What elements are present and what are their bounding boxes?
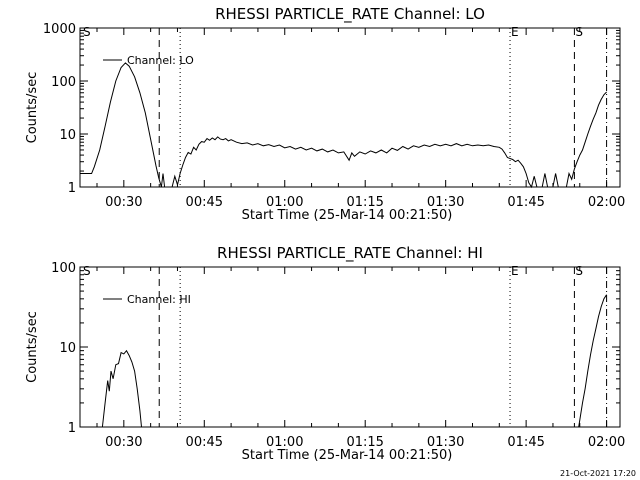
event-marker-label: E [511, 25, 519, 39]
y-tick-label: 10 [59, 341, 76, 356]
event-marker-label: S [83, 264, 91, 278]
series-line [101, 349, 142, 428]
x-axis-label: Start Time (25-Mar-14 00:21:50) [242, 208, 453, 223]
x-tick-label: 01:45 [507, 435, 544, 450]
x-tick-label: 02:00 [588, 435, 625, 450]
panel-hi: RHESSI PARTICLE_RATE Channel: HI 00:30 00:… [25, 244, 625, 463]
plot-frame [79, 27, 621, 188]
x-tick-label: 00:45 [186, 195, 223, 210]
x-tick-label: 01:00 [266, 435, 303, 450]
chart-title: RHESSI PARTICLE_RATE Channel: LO [215, 5, 485, 24]
footer-timestamp: 21-Oct-2021 17:20 [560, 469, 636, 478]
x-tick-label: 01:00 [266, 195, 303, 210]
x-tick-label: 01:15 [346, 435, 383, 450]
panel-lo: RHESSI PARTICLE_RATE Channel: LO 00:30 00:… [25, 5, 625, 223]
x-tick-label: 02:00 [588, 195, 625, 210]
y-tick-label: 1 [68, 421, 76, 436]
plot-frame [79, 266, 621, 428]
series-line [578, 294, 608, 428]
x-tick-label: 01:45 [507, 195, 544, 210]
event-marker-label: S [575, 264, 583, 278]
x-tick-label: 01:30 [427, 435, 464, 450]
y-tick-label: 100 [51, 75, 76, 90]
series-line [79, 62, 607, 189]
x-tick-label: 00:45 [186, 435, 223, 450]
y-tick-label: 1 [68, 181, 76, 196]
event-marker-label: S [575, 25, 583, 39]
legend-label: Channel: HI [127, 293, 191, 306]
x-axis-label: Start Time (25-Mar-14 00:21:50) [242, 448, 453, 463]
x-tick-label: 00:30 [105, 195, 142, 210]
chart-title: RHESSI PARTICLE_RATE Channel: HI [217, 244, 483, 263]
y-tick-label: 1000 [43, 22, 76, 37]
event-marker-label: S [83, 25, 91, 39]
x-tick-label: 01:30 [427, 195, 464, 210]
y-tick-label: 10 [59, 128, 76, 143]
y-axis-label: Counts/sec [25, 311, 40, 383]
x-tick-label: 00:30 [105, 435, 142, 450]
y-axis-label: Counts/sec [25, 72, 40, 144]
event-marker-label: E [511, 264, 519, 278]
x-tick-label: 01:15 [346, 195, 383, 210]
legend-label: Channel: LO [127, 54, 194, 67]
y-tick-label: 100 [51, 261, 76, 276]
